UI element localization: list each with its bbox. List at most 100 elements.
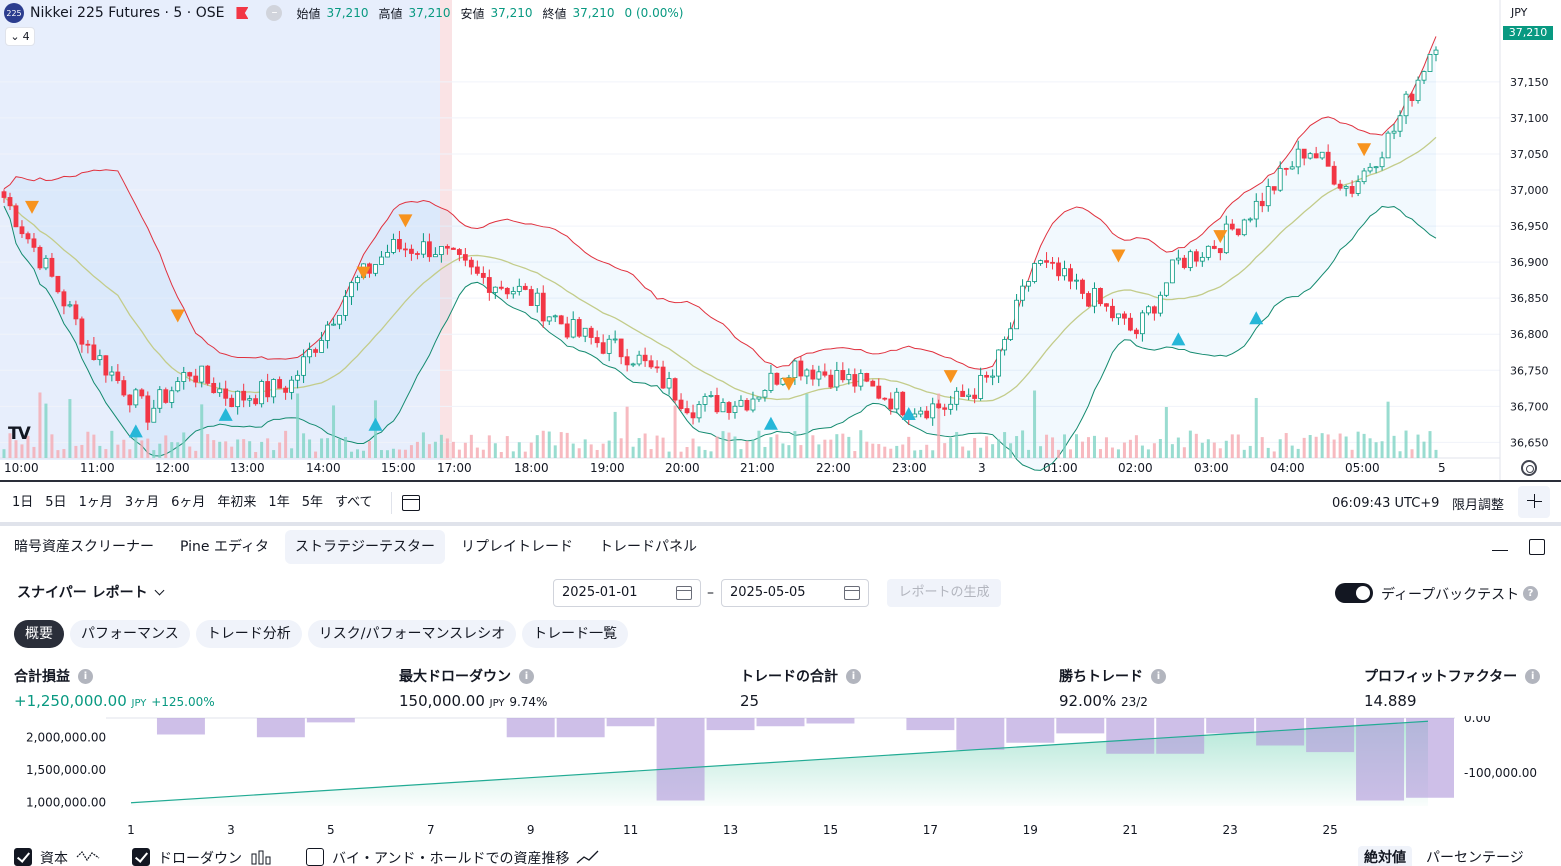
generate-report-button[interactable]: レポートの生成 — [887, 579, 1001, 607]
tab-trade-panel[interactable]: トレードパネル — [598, 539, 697, 555]
volume-bar — [841, 433, 845, 458]
report-selector[interactable]: スナイパー レポート — [17, 582, 165, 602]
minus-icon[interactable]: – — [266, 5, 283, 21]
range-1m-button[interactable]: 1ヶ月 — [78, 495, 113, 510]
contract-adjust-button[interactable]: 限月調整 — [1452, 497, 1505, 513]
info-icon[interactable]: i — [1525, 668, 1541, 684]
tradingview-logo-icon[interactable]: TV — [8, 424, 31, 444]
absolute-toggle-button[interactable]: 絶対値 — [1358, 846, 1412, 866]
price-tick-label: 36,700 — [1510, 400, 1549, 413]
subtab-trade-analysis[interactable]: トレード分析 — [195, 620, 302, 648]
info-icon[interactable]: i — [1151, 668, 1166, 684]
candle-body — [1092, 287, 1097, 307]
price-chart[interactable]: 37,150 37,100 37,050 37,000 36,950 36,900 36,8… — [0, 0, 1561, 480]
price-tick-label: 36,850 — [1510, 292, 1549, 305]
drawdown-checkbox[interactable] — [132, 848, 150, 866]
time-tick-label: 10:00 — [4, 461, 39, 475]
info-icon[interactable]: i — [519, 668, 534, 684]
drawdown-bar — [956, 718, 1005, 750]
subtab-performance[interactable]: パフォーマンス — [70, 620, 190, 648]
volume-bar — [721, 431, 725, 458]
subtab-trade-list[interactable]: トレード一覧 — [522, 620, 629, 648]
deep-backtest-toggle[interactable] — [1335, 583, 1373, 603]
candle-body — [73, 304, 79, 320]
volume-bar — [1212, 442, 1216, 458]
info-icon[interactable]: i — [846, 668, 861, 684]
help-icon[interactable]: ? — [1523, 586, 1538, 601]
buy-signal-marker — [1249, 311, 1264, 325]
subtab-overview[interactable]: 概要 — [14, 620, 64, 648]
metric-value: +1,250,000.00 — [14, 692, 127, 710]
candle-body — [900, 391, 906, 416]
clock-timezone[interactable]: 06:09:43 UTC+9 — [1332, 495, 1440, 511]
volume-bar — [260, 441, 264, 458]
flag-icon[interactable] — [236, 7, 249, 19]
currency-button[interactable]: JPY — [1505, 2, 1549, 22]
collapse-indicators-button[interactable]: ⌄ 4 — [5, 27, 35, 46]
range-5d-button[interactable]: 5日 — [45, 495, 67, 510]
candle-body — [1247, 218, 1253, 221]
candle-body — [1229, 223, 1235, 230]
volume-bar — [811, 435, 815, 458]
volume-bar — [38, 392, 42, 458]
candle-body — [1337, 183, 1343, 189]
ohlc-close-label: 終値 — [542, 6, 567, 21]
time-tick-label: 5 — [1438, 461, 1446, 475]
range-all-button[interactable]: すべて — [334, 495, 373, 510]
range-1y-button[interactable]: 1年 — [268, 495, 290, 510]
tab-strategy-tester[interactable]: ストラテジーテスター — [284, 530, 445, 564]
equity-drawdown-chart[interactable]: 2,000,000.00 1,500,000.00 1,000,000.00 0.00… — [0, 716, 1561, 842]
volume-bar — [409, 445, 413, 458]
calendar-icon[interactable] — [676, 586, 692, 600]
fullscreen-toggle-icon[interactable] — [1518, 486, 1550, 518]
volume-bar — [1386, 401, 1390, 458]
percentage-toggle-button[interactable]: パーセンテージ — [1426, 850, 1524, 866]
subtab-risk-ratios[interactable]: リスク/パフォーマンスレシオ — [307, 620, 517, 648]
candle-body — [1241, 219, 1247, 236]
candle-body — [307, 349, 312, 358]
minimize-panel-icon[interactable] — [1492, 550, 1508, 551]
candle-body — [1187, 251, 1193, 268]
volume-bar — [895, 445, 899, 458]
candle-body — [570, 319, 576, 338]
tab-replay-trade[interactable]: リプレイトレード — [460, 539, 573, 555]
volume-bar — [1314, 436, 1318, 458]
volume-bar — [344, 437, 348, 458]
equity-checkbox[interactable] — [14, 848, 32, 866]
symbol-title[interactable]: Nikkei 225 Futures · 5 · OSE — [30, 5, 225, 21]
tab-crypto-screener[interactable]: 暗号資産スクリーナー — [14, 539, 154, 555]
volume-bar — [1428, 431, 1432, 458]
candle-body — [391, 239, 396, 253]
range-1d-button[interactable]: 1日 — [12, 495, 34, 510]
calendar-icon[interactable] — [844, 586, 860, 600]
ohlc-close-value: 37,210 — [572, 6, 615, 20]
date-from-input[interactable]: 2025-01-01 — [553, 579, 701, 607]
candle-body — [1104, 303, 1109, 307]
volume-bar — [487, 435, 491, 458]
info-icon[interactable]: i — [78, 668, 93, 684]
volume-bar — [326, 438, 330, 458]
date-to-input[interactable]: 2025-05-05 — [721, 579, 869, 607]
chevron-down-icon — [154, 585, 165, 595]
maximize-panel-icon[interactable] — [1529, 539, 1545, 555]
calendar-goto-icon[interactable] — [401, 495, 420, 511]
volume-bar — [703, 449, 707, 458]
settings-gear-icon[interactable] — [1521, 460, 1537, 476]
candle-body — [936, 403, 942, 409]
candle-body — [498, 286, 504, 289]
volume-bar — [685, 447, 689, 458]
drawdown-bar — [256, 718, 305, 738]
range-ytd-button[interactable]: 年初来 — [217, 495, 257, 510]
range-3m-button[interactable]: 3ヶ月 — [124, 495, 160, 510]
candle-body — [1068, 268, 1073, 282]
tab-pine-editor[interactable]: Pine エディタ — [180, 539, 269, 555]
volume-bar — [26, 435, 30, 458]
range-5y-button[interactable]: 5年 — [301, 495, 323, 510]
volume-bar — [697, 446, 701, 458]
range-6m-button[interactable]: 6ヶ月 — [171, 495, 206, 510]
volume-bar — [1152, 443, 1156, 458]
buy-hold-checkbox[interactable] — [306, 848, 324, 866]
price-chart-pane[interactable]: 37,150 37,100 37,050 37,000 36,950 36,900 36,8… — [0, 0, 1561, 482]
candle-body — [1098, 287, 1103, 305]
candle-body — [337, 314, 342, 325]
